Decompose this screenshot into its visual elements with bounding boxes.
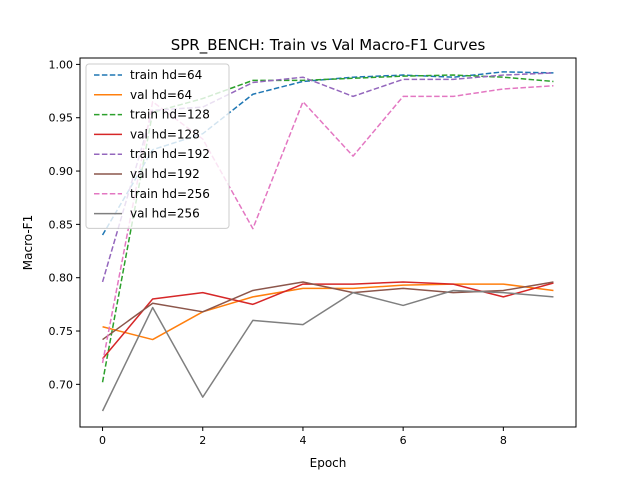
x-tick-label: 2 (199, 434, 206, 447)
legend: train hd=64 val hd=64 train hd=128 val hd=1… (85, 63, 230, 229)
y-tick-label: 0.75 (49, 325, 74, 338)
legend-label: train hd=192 (130, 147, 210, 161)
series-line-train-hd-64 (101, 71, 554, 236)
legend-label: val hd=256 (130, 207, 200, 221)
legend-label: val hd=192 (130, 167, 200, 181)
series-line-train-hd-192 (101, 72, 554, 283)
plot-frame (79, 57, 577, 428)
series-line-val-hd-64 (102, 283, 554, 341)
y-tick-label: 0.95 (49, 112, 74, 125)
legend-label: train hd=128 (130, 108, 210, 122)
x-axis-label: Epoch (310, 456, 347, 470)
chart-title: SPR_BENCH: Train vs Val Macro-F1 Curves (171, 36, 486, 55)
x-tick-label: 4 (299, 434, 306, 447)
x-axis-ticks: 0 2 4 6 8 (99, 427, 507, 447)
x-tick-label: 0 (99, 434, 106, 447)
x-tick-label: 6 (400, 434, 407, 447)
legend-label: val hd=64 (130, 88, 192, 102)
y-axis-ticks: 0.70 0.75 0.80 0.85 0.90 0.95 1.00 (49, 58, 80, 391)
x-tick-label: 8 (500, 434, 507, 447)
y-tick-label: 0.80 (49, 272, 74, 285)
legend-label: train hd=64 (130, 68, 202, 82)
legend-label: val hd=128 (130, 127, 200, 141)
y-axis-label: Macro-F1 (21, 215, 35, 270)
legend-box (85, 63, 230, 229)
legend-label: train hd=256 (130, 187, 210, 201)
y-tick-label: 0.85 (49, 218, 74, 231)
series-line-val-hd-256 (101, 289, 554, 412)
y-tick-label: 1.00 (49, 58, 74, 71)
series-line-val-hd-128 (101, 281, 554, 360)
y-tick-label: 0.70 (49, 378, 74, 391)
y-tick-label: 0.90 (49, 165, 74, 178)
